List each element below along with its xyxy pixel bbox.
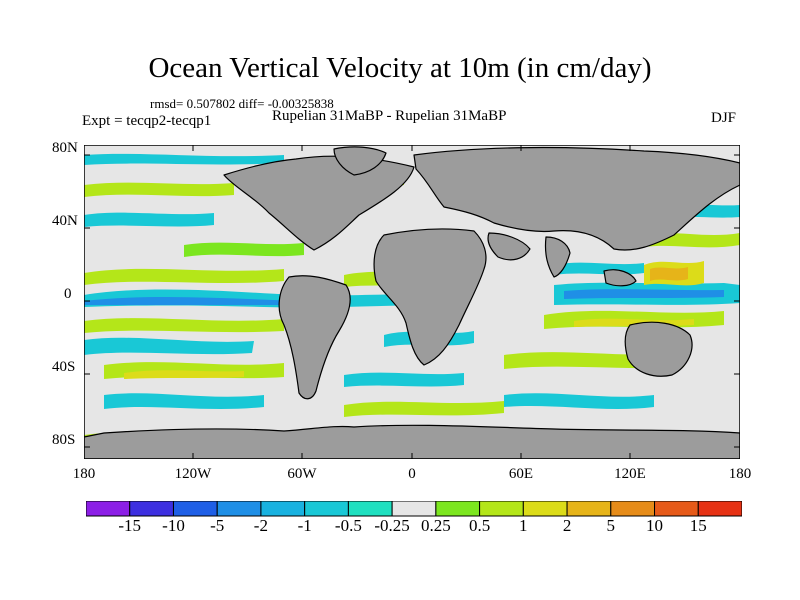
- colorbar-label: -0.25: [374, 516, 410, 535]
- colorbar-label: 2: [562, 516, 572, 535]
- colorbar-box: [435, 501, 481, 517]
- colorbar-box: [260, 501, 306, 517]
- colorbar-label: 10: [646, 516, 663, 535]
- colorbar: [86, 501, 742, 517]
- colorbar-box: [697, 501, 742, 517]
- colorbar-label: -1: [297, 516, 312, 535]
- colorbar-box: [304, 501, 349, 517]
- colorbar-label: 5: [606, 516, 616, 535]
- colorbar-label: 0.5: [468, 516, 491, 535]
- x-tick-label: 60E: [508, 466, 534, 482]
- x-tick-label: 120W: [174, 466, 212, 482]
- y-tick-label: 40S: [52, 359, 76, 375]
- colorbar-box: [129, 501, 174, 517]
- season-label: DJF: [711, 110, 737, 126]
- colorbar-label: 15: [689, 516, 707, 535]
- x-tick-label: 180: [72, 466, 96, 482]
- x-tick-label: 60W: [287, 466, 317, 482]
- experiment-label: Expt = tecqp2-tecqp1: [82, 113, 212, 129]
- y-tick-label: 80S: [52, 432, 76, 448]
- colorbar-box: [86, 501, 131, 517]
- colorbar-box: [347, 501, 393, 517]
- colorbar-label: -0.5: [334, 516, 362, 535]
- colorbar-box: [654, 501, 699, 517]
- colorbar-box: [610, 501, 656, 517]
- colorbar-box: [566, 501, 612, 517]
- colorbar-box: [172, 501, 218, 517]
- colorbar-label: -5: [210, 516, 225, 535]
- axis-ticks: [84, 145, 740, 459]
- y-tick-label: 0: [64, 286, 72, 302]
- colorbar-label: -10: [162, 516, 185, 535]
- colorbar-box: [479, 501, 524, 517]
- colorbar-label: -15: [118, 516, 142, 535]
- colorbar-box: [216, 501, 262, 517]
- x-tick-label: 180: [728, 466, 752, 482]
- landmasses: [84, 146, 740, 459]
- colorbar-label: 1: [519, 516, 528, 535]
- colorbar-box: [522, 501, 568, 517]
- colorbar-box: [391, 501, 437, 517]
- world-map-plot: [84, 145, 740, 459]
- map-subtitle: Rupelian 31MaBP - Rupelian 31MaBP: [272, 108, 507, 124]
- x-tick-label: 120E: [614, 466, 646, 482]
- y-tick-label: 40N: [52, 213, 78, 229]
- y-tick-label: 80N: [52, 140, 78, 156]
- colorbar-label: -2: [253, 516, 268, 535]
- map-title: Ocean Vertical Velocity at 10m (in cm/da…: [148, 52, 652, 84]
- x-tick-label: 0: [408, 466, 416, 482]
- colorbar-label: 0.25: [421, 516, 451, 535]
- stats-text: rmsd= 0.507802 diff= -0.00325838: [150, 96, 334, 111]
